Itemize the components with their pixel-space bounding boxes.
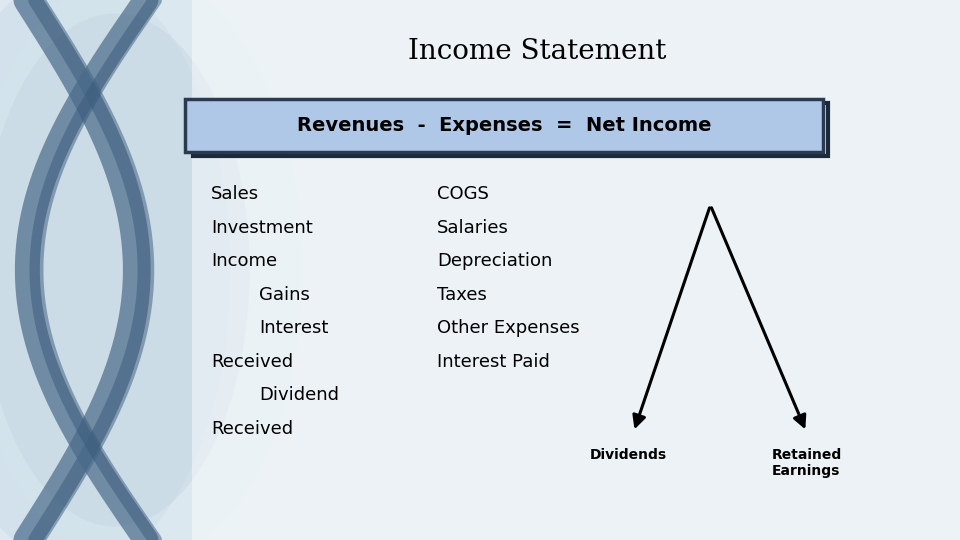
Text: Depreciation: Depreciation	[437, 252, 552, 271]
Text: Dividend: Dividend	[259, 386, 339, 404]
Text: Salaries: Salaries	[437, 219, 509, 237]
Ellipse shape	[0, 14, 250, 526]
Ellipse shape	[0, 0, 302, 540]
FancyBboxPatch shape	[192, 0, 960, 540]
FancyBboxPatch shape	[185, 99, 823, 152]
Text: Dividends: Dividends	[590, 448, 667, 462]
Text: Gains: Gains	[259, 286, 310, 304]
Text: Received: Received	[211, 420, 294, 438]
Text: Interest: Interest	[259, 319, 328, 338]
Text: Other Expenses: Other Expenses	[437, 319, 580, 338]
Text: Sales: Sales	[211, 185, 259, 204]
Text: COGS: COGS	[437, 185, 489, 204]
Text: Income: Income	[211, 252, 277, 271]
Text: Income Statement: Income Statement	[408, 38, 667, 65]
Ellipse shape	[0, 0, 230, 540]
Text: Interest Paid: Interest Paid	[437, 353, 550, 371]
Text: Revenues  -  Expenses  =  Net Income: Revenues - Expenses = Net Income	[297, 116, 711, 135]
Text: Retained
Earnings: Retained Earnings	[771, 448, 842, 478]
Text: Received: Received	[211, 353, 294, 371]
Text: Taxes: Taxes	[437, 286, 487, 304]
Text: Investment: Investment	[211, 219, 313, 237]
